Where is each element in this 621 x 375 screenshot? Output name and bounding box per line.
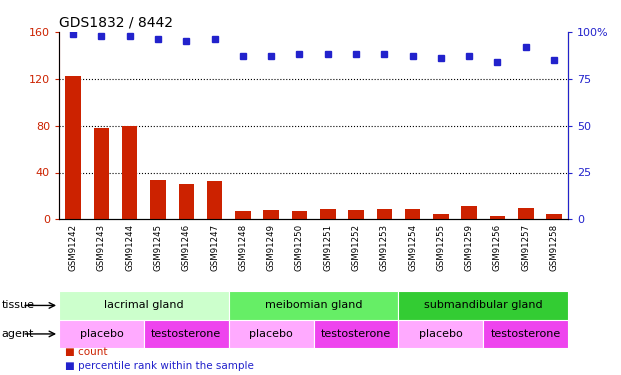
Text: placebo: placebo	[79, 329, 124, 339]
Bar	[490, 216, 505, 219]
Bar	[150, 180, 166, 219]
Text: GSM91249: GSM91249	[266, 224, 276, 271]
Bar	[376, 209, 392, 219]
Bar	[518, 208, 533, 219]
Text: GDS1832 / 8442: GDS1832 / 8442	[59, 15, 173, 29]
Text: GSM91243: GSM91243	[97, 224, 106, 271]
Text: GSM91242: GSM91242	[69, 224, 78, 271]
Text: agent: agent	[1, 329, 34, 339]
Bar	[483, 320, 568, 348]
Bar	[229, 320, 314, 348]
Text: placebo: placebo	[249, 329, 293, 339]
Bar	[399, 320, 483, 348]
Bar	[292, 211, 307, 219]
Text: testosterone: testosterone	[491, 329, 561, 339]
Bar	[348, 210, 364, 219]
Text: GSM91251: GSM91251	[324, 224, 332, 271]
Bar	[65, 76, 81, 219]
Text: testosterone: testosterone	[321, 329, 391, 339]
Bar	[207, 181, 222, 219]
Text: ■ count: ■ count	[65, 347, 107, 357]
Bar	[229, 291, 399, 320]
Bar	[235, 211, 251, 219]
Bar	[399, 291, 568, 320]
Bar	[94, 128, 109, 219]
Text: testosterone: testosterone	[151, 329, 222, 339]
Text: GSM91258: GSM91258	[550, 224, 558, 271]
Text: GSM91259: GSM91259	[465, 224, 474, 271]
Bar	[405, 209, 420, 219]
Bar	[144, 320, 229, 348]
Bar	[59, 320, 144, 348]
Bar	[178, 184, 194, 219]
Bar	[546, 213, 562, 219]
Bar	[122, 126, 137, 219]
Text: ■ percentile rank within the sample: ■ percentile rank within the sample	[65, 361, 254, 371]
Text: GSM91250: GSM91250	[295, 224, 304, 271]
Text: GSM91247: GSM91247	[210, 224, 219, 271]
Text: GSM91257: GSM91257	[521, 224, 530, 271]
Text: lacrimal gland: lacrimal gland	[104, 300, 184, 310]
Bar	[433, 213, 449, 219]
Text: meibomian gland: meibomian gland	[265, 300, 363, 310]
Text: GSM91255: GSM91255	[437, 224, 445, 271]
Text: GSM91244: GSM91244	[125, 224, 134, 271]
Text: placebo: placebo	[419, 329, 463, 339]
Text: GSM91254: GSM91254	[408, 224, 417, 271]
Bar	[320, 209, 335, 219]
Bar	[263, 210, 279, 219]
Text: GSM91245: GSM91245	[153, 224, 163, 271]
Text: tissue: tissue	[1, 300, 34, 310]
Text: GSM91252: GSM91252	[351, 224, 361, 271]
Text: GSM91253: GSM91253	[380, 224, 389, 271]
Text: submandibular gland: submandibular gland	[424, 300, 543, 310]
Bar	[314, 320, 399, 348]
Bar	[461, 207, 477, 219]
Text: GSM91248: GSM91248	[238, 224, 247, 271]
Text: GSM91256: GSM91256	[493, 224, 502, 271]
Text: GSM91246: GSM91246	[182, 224, 191, 271]
Bar	[59, 291, 229, 320]
